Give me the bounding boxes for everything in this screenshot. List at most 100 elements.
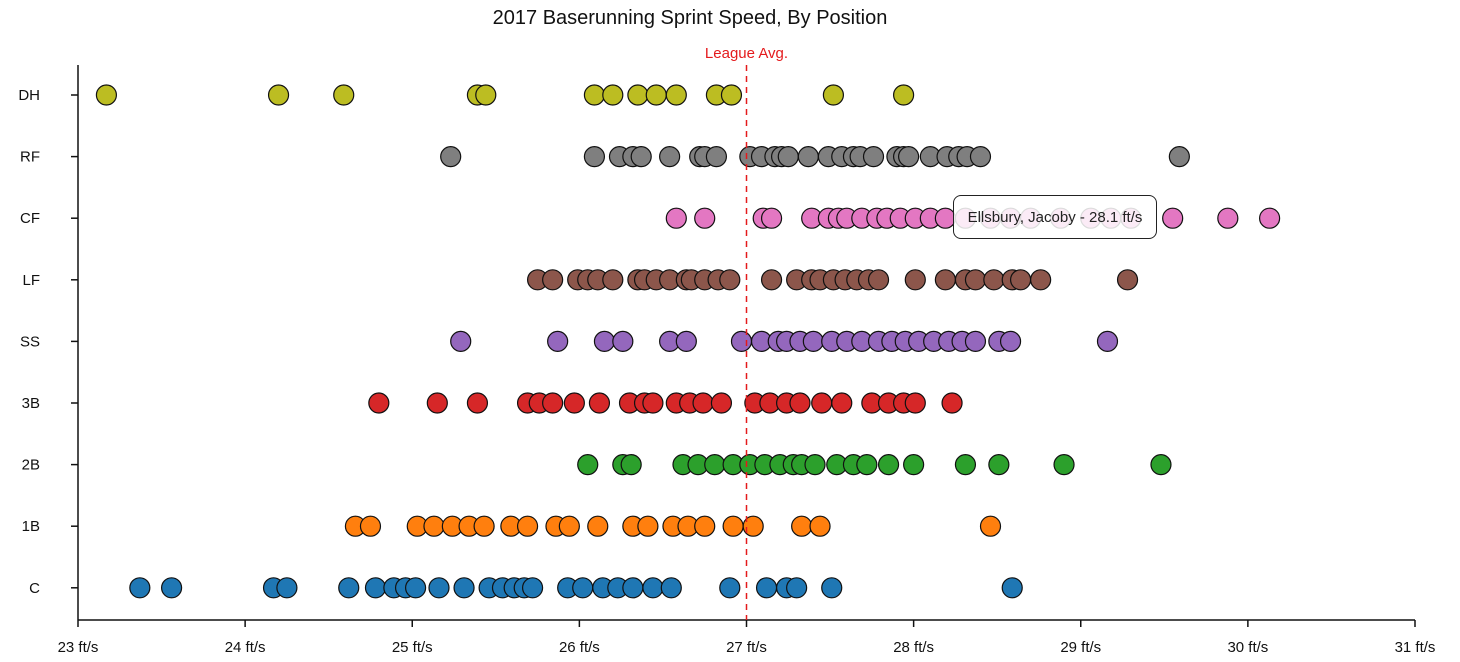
data-point [1150,454,1172,476]
data-point [692,392,714,414]
data-point [547,330,569,352]
series-1b [344,515,1002,537]
data-point [760,207,783,229]
data-point [404,577,427,599]
data-point [705,146,728,168]
data-point [637,515,659,537]
data-point [364,577,387,599]
league-average-label: League Avg. [705,45,788,62]
y-tick-label: DH [18,87,40,104]
data-point [627,84,649,106]
x-tick-label: 24 ft/s [225,639,266,656]
x-tick-label: 25 ft/s [392,639,433,656]
data-point [710,392,733,414]
data-point [1009,269,1032,291]
data-point [720,84,743,106]
data-point [903,454,925,476]
data-point [898,146,920,168]
data-point [1001,577,1023,599]
data-point [904,269,926,291]
data-point [760,269,783,291]
data-point [877,454,900,476]
data-point [789,392,811,414]
data-point [642,392,664,414]
data-point [791,515,813,537]
data-point [809,515,831,537]
data-point [856,454,878,476]
data-point [1053,454,1075,476]
data-point [742,515,764,537]
data-point [475,84,497,106]
data-point [563,392,585,414]
series-c [129,577,1023,599]
data-point [797,146,819,168]
data-point [822,84,845,106]
data-point [1096,330,1119,352]
data-point [473,515,495,537]
data-point [730,330,753,352]
data-point [160,577,183,599]
data-point [587,515,609,537]
data-point [694,207,716,229]
data-point [645,84,667,106]
data-point [602,84,624,106]
data-point [704,454,726,476]
data-point [630,146,652,168]
data-point [588,392,611,414]
data-point [983,269,1005,291]
data-point [934,269,956,291]
tooltip: Ellsbury, Jacoby - 28.1 ft/s [953,195,1157,239]
data-point [583,84,606,106]
data-point [1030,269,1052,291]
y-tick-label: CF [20,210,40,227]
data-point [1116,269,1139,291]
x-tick-label: 30 ft/s [1227,639,1268,656]
data-point [660,577,682,599]
data-point [862,146,885,168]
data-point [659,146,681,168]
data-point [516,515,539,537]
data-point [665,207,687,229]
data-point [694,515,716,537]
data-point [804,454,826,476]
data-point [999,330,1022,352]
data-point [95,84,118,106]
data-point [593,330,616,352]
data-point [904,392,926,414]
data-point [722,515,744,537]
y-tick-label: 2B [22,457,40,474]
series-3b [368,392,963,414]
data-point [1162,207,1184,229]
data-point [577,454,599,476]
data-point [821,577,843,599]
data-point [892,84,915,106]
y-tick-label: SS [20,333,40,350]
data-point [129,577,151,599]
data-point [466,392,489,414]
data-point [811,392,833,414]
chart-title: 2017 Baserunning Sprint Speed, By Positi… [493,7,888,29]
data-point [426,392,448,414]
data-point [333,84,355,106]
data-point [802,330,824,352]
data-point [964,330,987,352]
series-dh [95,84,915,106]
series-ss [450,330,1119,352]
data-point [969,146,992,168]
data-point [622,577,644,599]
y-tick-label: RF [20,149,40,166]
data-point [1168,146,1190,168]
data-point [964,269,987,291]
data-point [521,577,544,599]
y-tick-label: 3B [22,395,40,412]
data-point [675,330,697,352]
x-tick-label: 29 ft/s [1060,639,1101,656]
series-2b [577,454,1172,476]
y-tick-label: C [29,580,40,597]
data-point [642,577,664,599]
data-point [777,146,799,168]
data-point [719,269,741,291]
data-point [954,454,977,476]
data-point [786,577,808,599]
